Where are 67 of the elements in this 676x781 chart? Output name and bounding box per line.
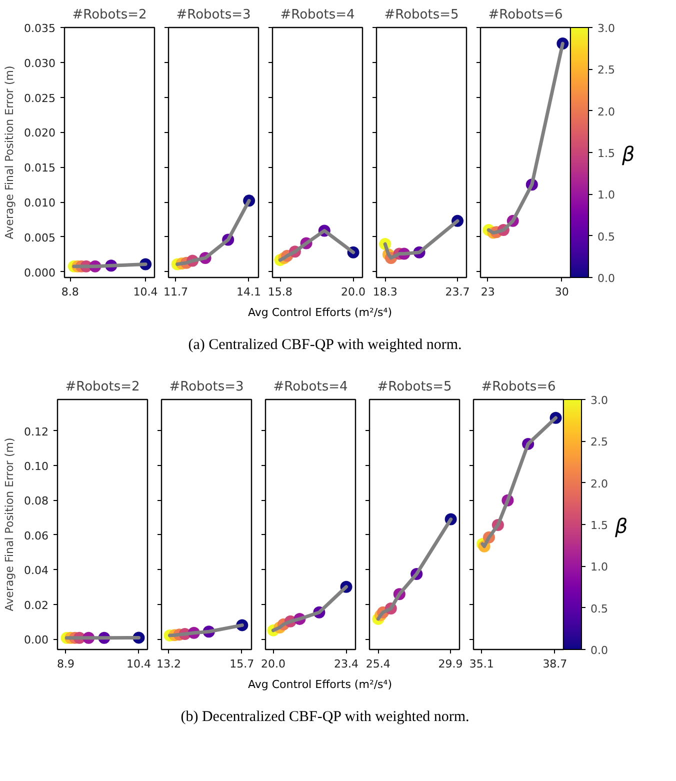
y-tick-label: 0.08 [24, 494, 49, 508]
y-tick-label: 0.035 [24, 22, 56, 35]
color-bar-label: 1.5 [598, 147, 615, 160]
x-tick-label: 38.7 [542, 658, 568, 670]
x-tick-label: 8.9 [57, 658, 75, 670]
x-tick-label: 18.3 [372, 286, 398, 298]
y-tick-label: 0.06 [24, 529, 49, 542]
x-tick-label: 13.2 [156, 658, 182, 670]
x-tick-label: 11.7 [164, 286, 188, 298]
chart-title: #Robots=3 [169, 380, 244, 394]
text: (b) Decentralized CBF-QP with weighted norm. [180, 708, 470, 727]
color-bar-title: β [615, 513, 628, 540]
chart-title: #Robots=5 [377, 380, 452, 394]
x-tick-label: 23 [480, 286, 495, 298]
y-tick-label: 0.020 [24, 126, 56, 140]
color-bar-label: 0.5 [590, 602, 608, 616]
color-bar-label: 2.5 [590, 436, 608, 449]
chart-title: #Robots=4 [280, 8, 355, 22]
chart-title: #Robots=6 [481, 380, 556, 394]
y-tick-label: 0.015 [24, 162, 56, 175]
x-tick-label: 14.1 [236, 286, 262, 298]
x-tick-label: 10.4 [126, 658, 151, 670]
chart-title: #Robots=5 [384, 8, 459, 22]
x-tick-label: 35.1 [469, 658, 494, 670]
y-axis-title: Average Final Position Error (m) [3, 438, 16, 612]
color-bar-label: 1.5 [590, 519, 608, 532]
y-tick-label: 0.00 [24, 634, 49, 647]
y-tick-label: 0.005 [24, 231, 56, 244]
x-tick-label: 20.0 [341, 286, 366, 298]
x-tick-label: 15.8 [268, 286, 292, 298]
color-bar-label: 3.0 [590, 394, 608, 407]
chart-title: #Robots=4 [273, 380, 348, 394]
color-bar-label: 2.5 [598, 64, 615, 77]
chart-title: #Robots=2 [72, 8, 147, 22]
y-tick-label: 0.10 [24, 460, 49, 473]
color-bar-label: 0.0 [598, 272, 615, 285]
chart-title: #Robots=6 [488, 8, 563, 22]
color-bar-label: 0.5 [598, 230, 615, 244]
color-bar-label: 2.0 [598, 105, 615, 118]
x-tick-label: 29.9 [438, 658, 463, 670]
y-tick-label: 0.04 [24, 564, 49, 578]
x-tick-label: 23.7 [445, 286, 470, 298]
y-tick-label: 0.12 [24, 425, 49, 438]
x-tick-label: 25.4 [366, 658, 390, 670]
color-bar-label: 3.0 [598, 22, 615, 35]
x-tick-label: 30 [554, 286, 569, 298]
chart-title: #Robots=2 [65, 380, 140, 394]
chart-title: #Robots=3 [176, 8, 251, 22]
y-tick-label: 0.010 [24, 196, 56, 210]
x-tick-label: 10.4 [133, 286, 158, 298]
x-tick-label: 20.0 [260, 658, 286, 670]
text: (a) Centralized CBF-QP with weighted norm. [188, 336, 462, 355]
x-axis-title: Avg Control Efforts (m²/s⁴) [248, 305, 392, 321]
x-tick-label: 23.4 [334, 658, 359, 670]
color-bar-label: 1.0 [598, 188, 615, 202]
x-tick-label: 15.7 [230, 658, 254, 670]
y-axis-title: Average Final Position Error (m) [3, 66, 16, 240]
color-bar-label: 2.0 [590, 477, 608, 490]
x-tick-label: 8.8 [61, 286, 79, 298]
x-axis-title: Avg Control Efforts (m²/s⁴) [248, 677, 392, 693]
y-tick-label: 0.000 [24, 266, 56, 280]
color-bar-label: 1.0 [590, 560, 608, 574]
color-bar-title: β [622, 141, 635, 168]
color-bar-label: 0.0 [590, 644, 608, 657]
y-tick-label: 0.02 [24, 598, 49, 612]
y-tick-label: 0.030 [24, 56, 56, 70]
y-tick-label: 0.025 [24, 92, 56, 105]
